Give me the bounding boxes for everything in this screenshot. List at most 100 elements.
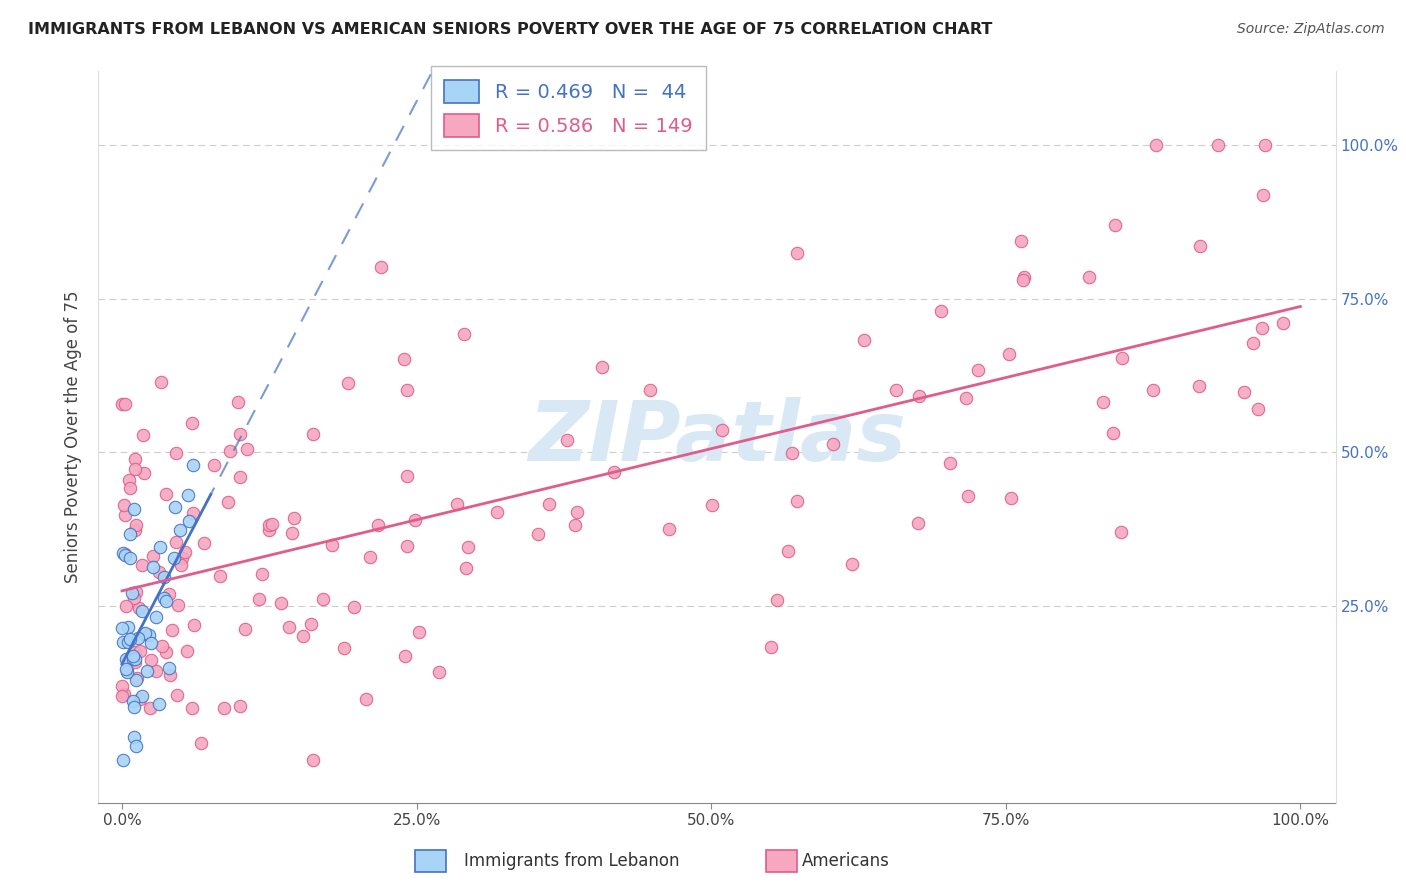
Point	[396, 539, 419, 553]
Point	[337, 376, 360, 390]
Point	[427, 665, 450, 680]
Point	[396, 384, 419, 398]
Point	[139, 653, 162, 667]
Point	[778, 543, 800, 558]
Point	[966, 363, 988, 377]
Point	[257, 523, 280, 537]
Point	[408, 624, 430, 639]
Point	[1104, 218, 1126, 232]
Point	[112, 635, 135, 649]
Point	[1254, 138, 1277, 153]
Point	[538, 497, 561, 511]
Point	[292, 629, 315, 643]
Point	[564, 518, 586, 533]
Point	[112, 546, 135, 560]
Point	[1247, 401, 1270, 416]
Point	[112, 753, 135, 767]
Point	[131, 604, 153, 618]
Point	[260, 517, 283, 532]
Point	[129, 692, 152, 706]
Point	[457, 540, 479, 554]
Text: ZIPatlas: ZIPatlas	[529, 397, 905, 477]
Point	[394, 351, 416, 366]
Point	[527, 527, 550, 541]
Point	[395, 469, 418, 483]
Point	[122, 649, 145, 664]
Point	[321, 538, 343, 552]
Point	[128, 601, 150, 615]
Point	[218, 443, 240, 458]
Point	[122, 694, 145, 708]
Point	[333, 641, 356, 656]
Point	[1111, 351, 1133, 365]
Point	[162, 623, 184, 637]
Point	[125, 585, 148, 599]
Point	[114, 599, 136, 614]
Point	[456, 561, 478, 575]
Point	[998, 346, 1021, 360]
Point	[129, 644, 152, 658]
Point	[299, 617, 322, 632]
Point	[138, 628, 160, 642]
Point	[229, 470, 252, 484]
Point	[112, 498, 135, 512]
Point	[127, 671, 149, 685]
Point	[117, 620, 139, 634]
Point	[486, 505, 509, 519]
Point	[190, 736, 212, 750]
Point	[115, 662, 138, 676]
Point	[142, 549, 165, 563]
Point	[134, 625, 156, 640]
Point	[118, 632, 141, 646]
Point	[131, 690, 153, 704]
Point	[112, 687, 135, 701]
Point	[177, 488, 200, 502]
Point	[766, 593, 789, 607]
Point	[841, 557, 863, 571]
Point	[183, 618, 205, 632]
Point	[181, 458, 204, 472]
Point	[132, 466, 155, 480]
Point	[1250, 320, 1272, 334]
Point	[786, 245, 808, 260]
Point	[134, 627, 156, 641]
Point	[122, 501, 145, 516]
Point	[247, 592, 270, 607]
Point	[115, 662, 138, 676]
Point	[1206, 138, 1229, 153]
Point	[165, 535, 187, 549]
Point	[149, 540, 172, 554]
Point	[404, 512, 426, 526]
Point	[939, 456, 962, 470]
Point	[111, 397, 134, 411]
Point	[1012, 273, 1035, 287]
Point	[212, 701, 235, 715]
Point	[125, 739, 148, 753]
Point	[180, 416, 202, 430]
Point	[179, 514, 201, 528]
Point	[202, 458, 225, 472]
Point	[172, 551, 194, 566]
Point	[122, 591, 145, 605]
Point	[823, 437, 845, 451]
Point	[956, 489, 979, 503]
Point	[122, 700, 145, 714]
Point	[884, 383, 907, 397]
Point	[367, 518, 389, 533]
Point	[115, 651, 138, 665]
Point	[139, 636, 162, 650]
Point	[145, 664, 167, 678]
Point	[1233, 385, 1256, 400]
Point	[170, 558, 193, 572]
Point	[166, 688, 188, 702]
Point	[394, 649, 416, 664]
Point	[159, 667, 181, 681]
Point	[453, 327, 475, 342]
Point	[120, 526, 142, 541]
Text: Source: ZipAtlas.com: Source: ZipAtlas.com	[1237, 22, 1385, 37]
Point	[124, 655, 146, 669]
Point	[124, 731, 146, 745]
Point	[257, 517, 280, 532]
Point	[121, 652, 143, 666]
Point	[370, 260, 392, 274]
